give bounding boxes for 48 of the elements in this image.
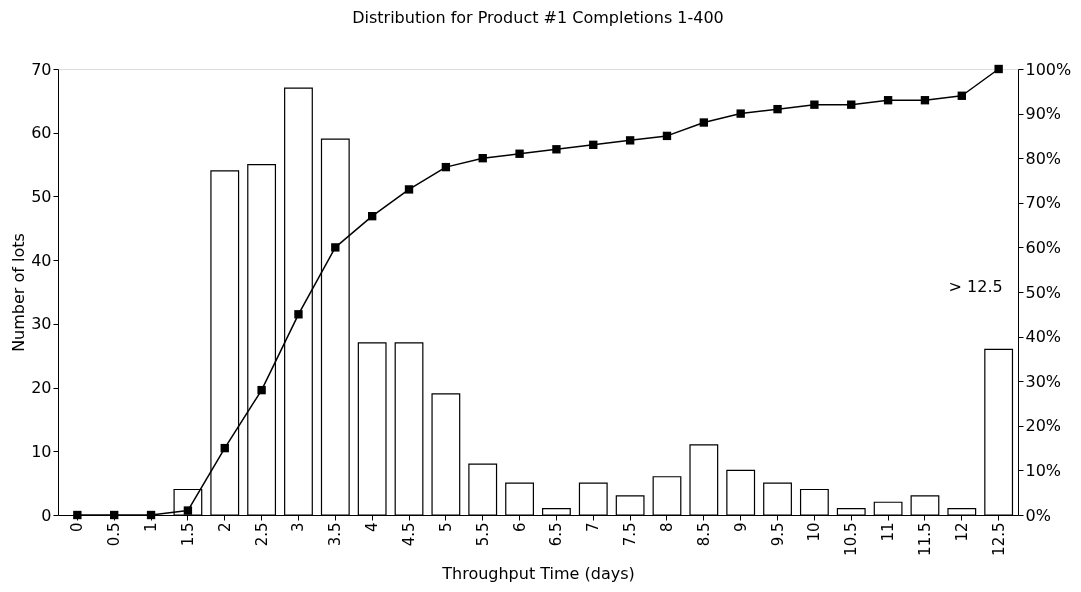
- x-tick-label: 4.5: [400, 522, 419, 547]
- x-tick-label: 2: [215, 522, 234, 533]
- x-tick-label: 0: [68, 522, 87, 533]
- annotation: > 12.5: [948, 277, 1003, 296]
- x-tick-label: 11: [879, 522, 898, 542]
- y-axis-title: Number of lots: [9, 233, 29, 352]
- x-tick-label: 9.5: [768, 522, 787, 547]
- x-tick-label: 10: [805, 522, 824, 542]
- x-tick-label: 8: [657, 522, 676, 533]
- y2-tick-label: 50%: [1025, 282, 1062, 302]
- y2-tick-label: 40%: [1025, 327, 1062, 347]
- y2-tick-label: 100%: [1025, 59, 1072, 79]
- y-tick-label: 20: [31, 378, 52, 398]
- x-tick-label: 12: [952, 522, 971, 542]
- x-tick-label: 1: [142, 522, 161, 533]
- y2-tick-label: 10%: [1025, 460, 1062, 480]
- x-tick-label: 5: [436, 522, 455, 533]
- y2-tick-label: 20%: [1025, 416, 1062, 436]
- x-tick-label: 3: [289, 522, 308, 533]
- x-tick-label: 1.5: [178, 522, 197, 547]
- y-tick-label: 30: [31, 314, 52, 334]
- y2-tick-label: 60%: [1025, 237, 1062, 257]
- x-tick-label: 2.5: [252, 522, 271, 547]
- y-tick-label: 40: [31, 250, 52, 270]
- y-tick-label: 60: [31, 123, 52, 143]
- x-tick-label: 6: [510, 522, 529, 533]
- x-tick-label: 6.5: [547, 522, 566, 547]
- x-tick-label: 5.5: [473, 522, 492, 547]
- y2-tick-label: 30%: [1025, 371, 1062, 391]
- chart-title: Distribution for Product #1 Completions 1-400: [352, 8, 724, 27]
- x-tick-label: 8.5: [694, 522, 713, 547]
- y-tick-label: 70: [31, 59, 52, 79]
- y2-tick-label: 0%: [1025, 505, 1051, 525]
- x-tick-label: 0.5: [105, 522, 124, 547]
- x-tick-label: 3.5: [326, 522, 345, 547]
- y2-tick-label: 80%: [1025, 148, 1062, 168]
- y2-tick-label: 70%: [1025, 193, 1062, 213]
- x-tick-label: 4: [363, 522, 382, 533]
- y2-tick-label: 90%: [1025, 104, 1062, 124]
- x-tick-label: 12.5: [989, 522, 1008, 556]
- x-tick-label: 10.5: [842, 522, 861, 556]
- x-tick-label: 11.5: [915, 522, 934, 556]
- y-tick-label: 50: [31, 186, 52, 206]
- y-tick-label: 10: [31, 441, 52, 461]
- x-tick-label: 7.5: [621, 522, 640, 547]
- x-tick-label: 7: [584, 522, 603, 533]
- x-axis-title: Throughput Time (days): [441, 563, 635, 583]
- x-tick-label: 9: [731, 522, 750, 533]
